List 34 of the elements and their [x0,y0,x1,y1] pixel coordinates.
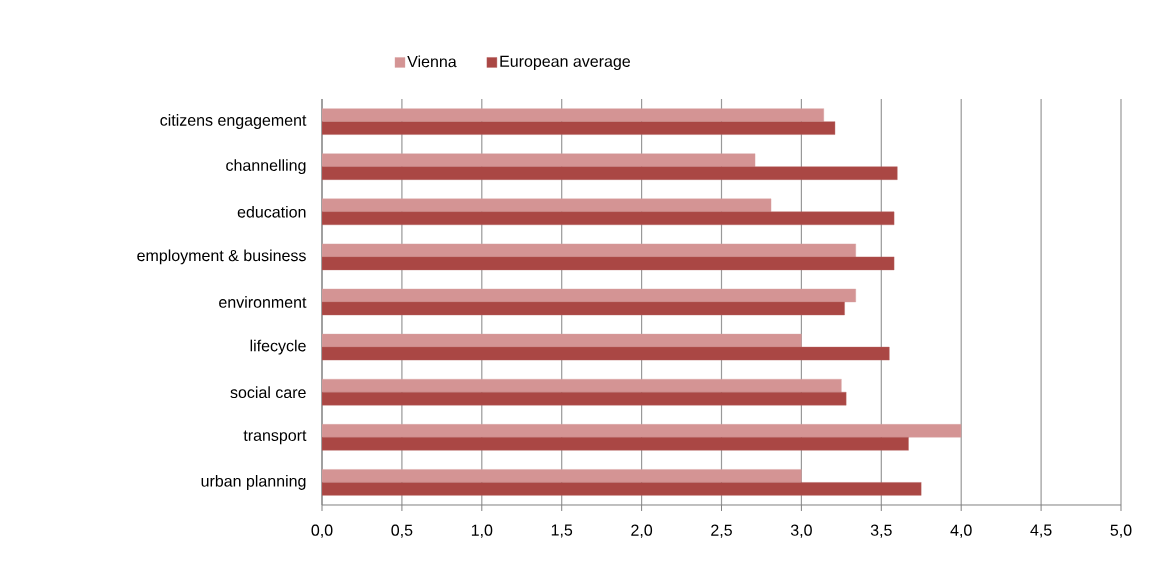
y-tick-label: employment & business [137,249,306,265]
bar [322,424,962,438]
x-tick-label: 1,0 [471,524,493,538]
bar [322,108,824,122]
bar [322,121,836,135]
y-tick-label: transport [243,430,307,445]
y-tick-label: environment [219,296,307,308]
x-tick-label: 0,5 [391,524,413,538]
x-tick-label: 3,5 [870,524,892,538]
bar [322,211,895,225]
bar [322,379,842,393]
x-tick-label: 3,0 [790,524,812,538]
legend-label: European average [500,55,631,71]
legend-label: Vienna [407,55,457,68]
x-tick-label: 2,5 [711,524,732,538]
bar [322,166,898,180]
x-tick-label: 4,0 [950,524,972,538]
y-tick-label: urban planning [201,474,306,490]
y-tick-label: social care [230,386,306,399]
y-tick-label: education [237,205,306,218]
bar [322,153,756,167]
x-tick-label: 2,0 [631,524,653,538]
y-tick-label: lifecycle [250,339,306,355]
bar [322,437,909,451]
y-tick-label: citizens engagement [160,114,307,130]
y-tick-label: channelling [226,159,306,175]
x-tick-label: 0,0 [311,524,333,538]
x-tick-label: 5,0 [1110,524,1132,538]
bar [322,198,772,212]
x-tick-label: 4,5 [1030,524,1052,538]
bar [322,482,922,496]
bar [322,392,847,406]
x-tick-label: 1,5 [551,524,573,538]
bar [322,469,802,483]
